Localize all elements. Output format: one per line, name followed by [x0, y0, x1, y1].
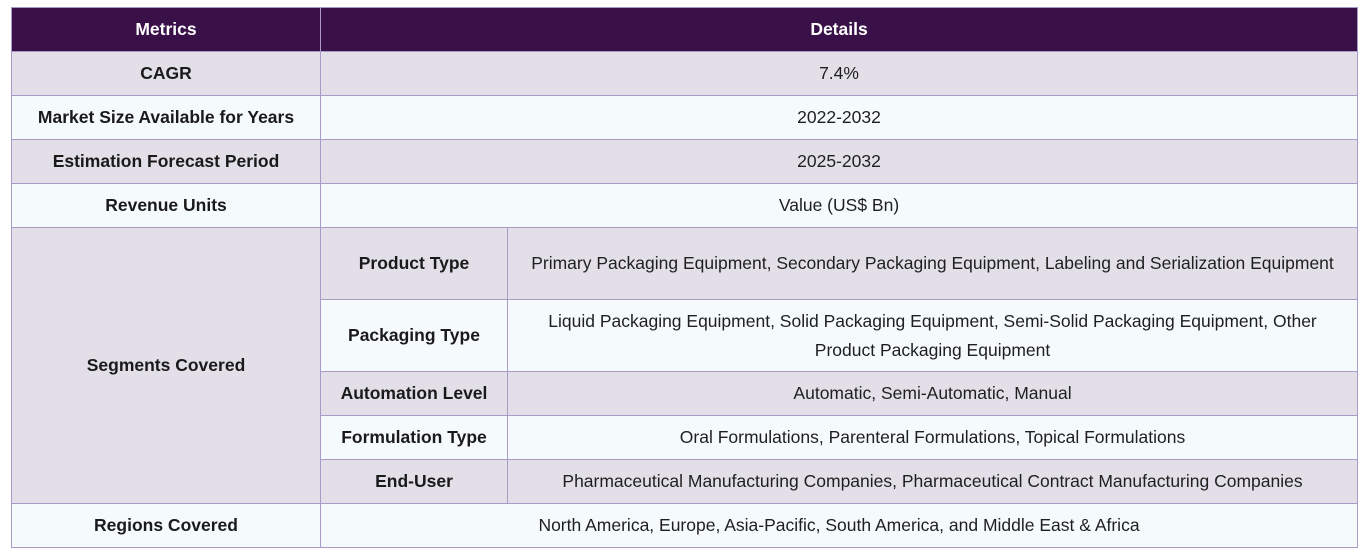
row-label-revenue-units: Revenue Units	[11, 183, 321, 228]
table-header-row: Metrics Details	[11, 7, 1359, 52]
report-scope-table: Metrics Details CAGR 7.4% Market Size Av…	[11, 7, 1359, 548]
segment-value-product-type: Primary Packaging Equipment, Secondary P…	[506, 227, 1359, 300]
segment-label-formulation-type: Formulation Type	[320, 415, 508, 460]
row-label-market-size: Market Size Available for Years	[11, 95, 321, 140]
table-row-segment-product-type: Segments Covered Product Type Primary Pa…	[11, 227, 1359, 504]
row-label-regions: Regions Covered	[11, 503, 321, 548]
table-row-cagr: CAGR 7.4%	[11, 51, 1359, 96]
row-label-segments: Segments Covered	[11, 227, 321, 504]
row-label-cagr: CAGR	[11, 51, 321, 96]
table-row-segment-packaging-type: Packaging Type Liquid Packaging Equipmen…	[12, 299, 1359, 372]
segment-value-packaging-type: Liquid Packaging Equipment, Solid Packag…	[506, 299, 1359, 372]
segment-label-packaging-type: Packaging Type	[320, 299, 508, 372]
table-row-forecast: Estimation Forecast Period 2025-2032	[11, 139, 1359, 184]
segment-value-automation-level: Automatic, Semi-Automatic, Manual	[506, 371, 1359, 416]
row-value-regions: North America, Europe, Asia-Pacific, Sou…	[319, 503, 1359, 548]
report-scope-table-container: Metrics Details CAGR 7.4% Market Size Av…	[11, 7, 1359, 548]
row-value-forecast: 2025-2032	[319, 139, 1359, 184]
table-row-segment-automation-level: Automation Level Automatic, Semi-Automat…	[12, 371, 1359, 416]
row-label-forecast: Estimation Forecast Period	[11, 139, 321, 184]
segment-label-end-user: End-User	[320, 459, 508, 504]
row-value-cagr: 7.4%	[319, 51, 1359, 96]
table-row-market-size: Market Size Available for Years 2022-203…	[11, 95, 1359, 140]
segment-value-end-user: Pharmaceutical Manufacturing Companies, …	[506, 459, 1359, 504]
table-row-revenue-units: Revenue Units Value (US$ Bn)	[11, 183, 1359, 228]
row-value-revenue-units: Value (US$ Bn)	[319, 183, 1359, 228]
segment-label-automation-level: Automation Level	[320, 371, 508, 416]
table-row-segment-end-user: End-User Pharmaceutical Manufacturing Co…	[12, 459, 1359, 504]
row-value-market-size: 2022-2032	[319, 95, 1359, 140]
header-metrics: Metrics	[11, 7, 321, 52]
segment-value-formulation-type: Oral Formulations, Parenteral Formulatio…	[506, 415, 1359, 460]
header-details: Details	[319, 7, 1359, 52]
table-row-regions: Regions Covered North America, Europe, A…	[11, 503, 1359, 548]
segment-label-product-type: Product Type	[320, 227, 508, 300]
